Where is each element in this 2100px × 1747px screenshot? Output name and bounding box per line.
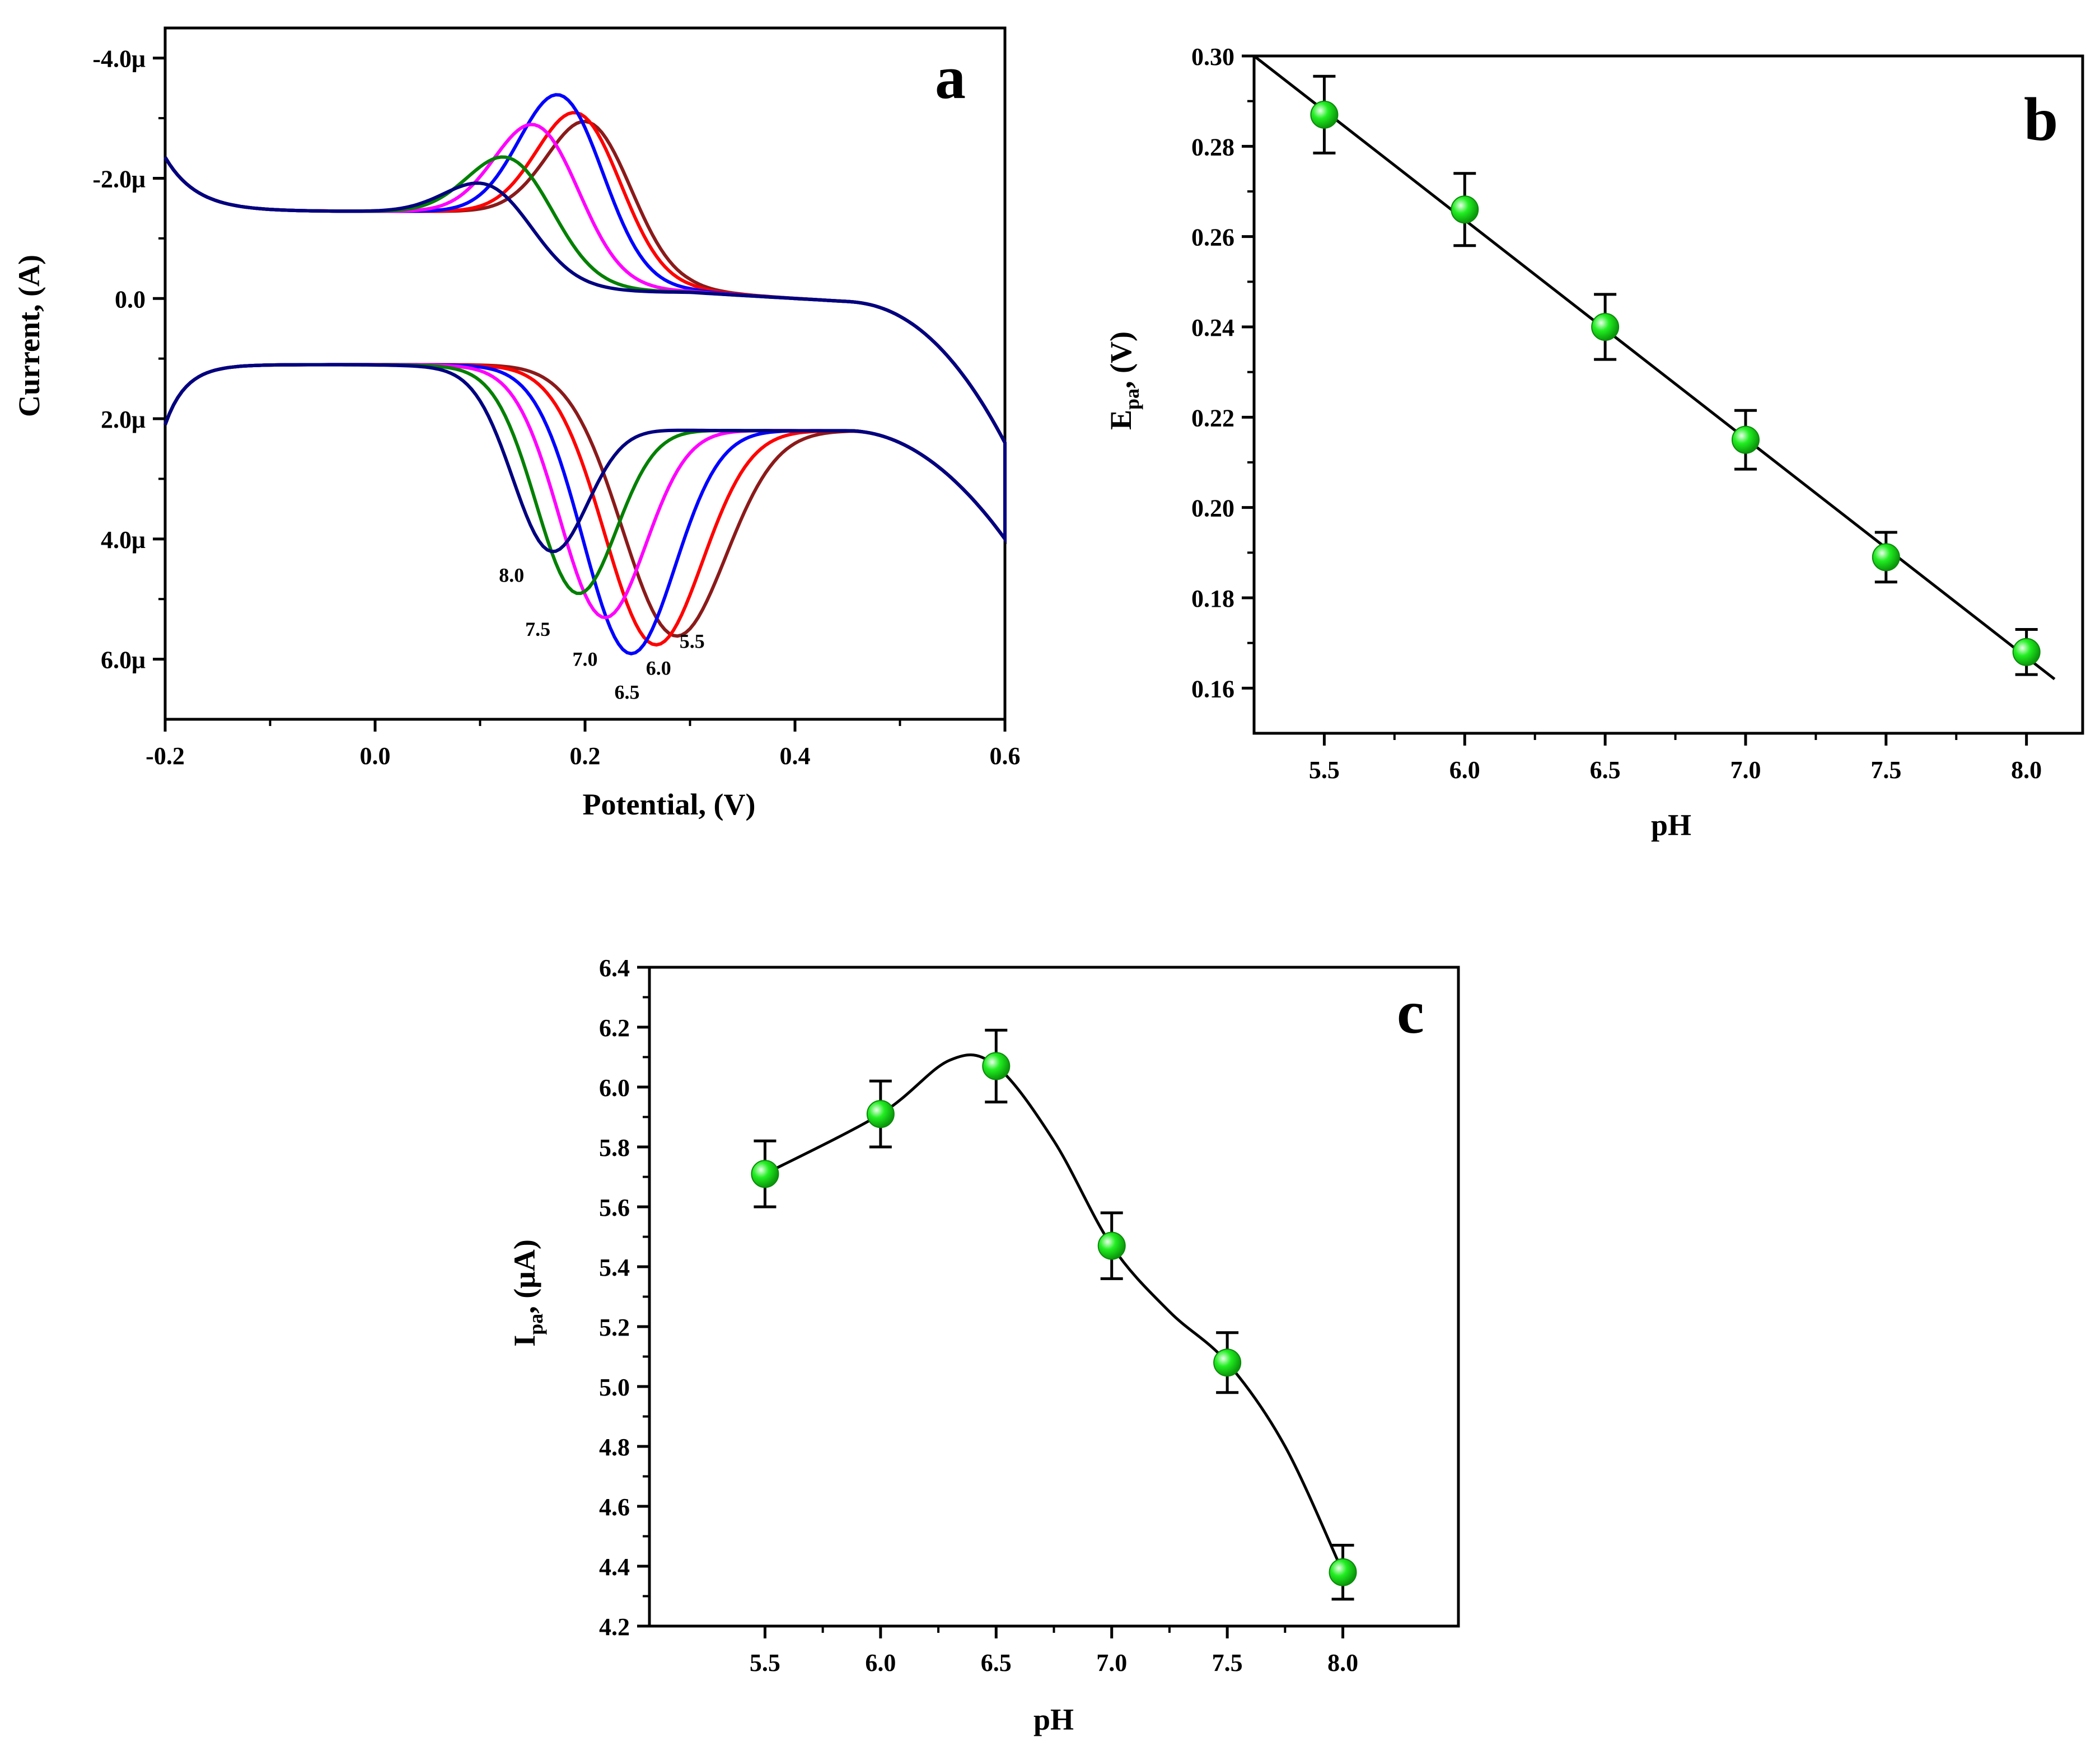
cv-peak-label: 6.0 (646, 657, 671, 680)
panel-c-xlabel: pH (1033, 1703, 1074, 1736)
panel-label-a: a (935, 43, 966, 111)
panel-b-ylabel-sub: pa (1121, 388, 1143, 410)
cv-curve-ph-7.5 (163, 155, 1007, 596)
y-tick-label: 0.24 (1191, 314, 1234, 341)
x-tick-label: 7.5 (1870, 756, 1901, 784)
x-tick-label: 7.0 (1730, 756, 1761, 784)
cv-peak-label: 7.0 (573, 648, 598, 671)
y-tick-label: 6.4 (599, 954, 630, 982)
data-point (1591, 313, 1620, 341)
panel-c-ylabel-sub: pa (525, 1314, 547, 1335)
y-tick-label: 0.28 (1191, 133, 1234, 161)
panel-b-epa-vs-ph: b pH Epa, (V) 5.5 6.0 6.5 7.0 7.5 8.0 0.16 0.18… (1104, 43, 2084, 842)
x-tick-label: -0.2 (146, 742, 185, 770)
y-tick-label: 4.0μ (101, 526, 146, 554)
plot-frame (1252, 54, 2084, 735)
data-point (866, 1100, 895, 1128)
linear-fit-line (1253, 55, 2056, 681)
data-point (1213, 1348, 1242, 1377)
data-point (1329, 1558, 1357, 1586)
x-tick-label: 8.0 (1327, 1649, 1358, 1676)
y-tick-label: 0.26 (1191, 224, 1234, 251)
y-tick-label: -4.0μ (92, 45, 146, 73)
data-point (982, 1052, 1011, 1080)
panel-b-ylabel: Epa, (V) (1104, 331, 1143, 430)
panel-c-ipa-vs-ph: c pH Ipa, (μA) 5.5 6.0 6.5 7.0 7.5 8.0 4.2 4.4 4… (508, 954, 1460, 1736)
x-tick-label: 6.5 (1590, 756, 1621, 784)
x-tick-label: 7.5 (1212, 1649, 1243, 1676)
panel-a-ylabel: Current, (A) (12, 255, 46, 417)
x-tick-label: 0.0 (360, 742, 391, 770)
data-point (1097, 1231, 1126, 1260)
y-tick-label: 6.0μ (101, 647, 146, 674)
cv-peak-label: 5.5 (680, 630, 705, 652)
x-tick-label: 8.0 (2011, 756, 2042, 784)
y-tick-label: 4.8 (599, 1434, 630, 1461)
panel-label-c: c (1397, 978, 1424, 1046)
y-tick-label: 6.0 (599, 1074, 630, 1102)
y-tick-label: 4.6 (599, 1493, 630, 1521)
panel-c-ylabel: Ipa, (μA) (508, 1239, 547, 1347)
panel-label-b: b (2024, 85, 2058, 153)
panel-c-ylabel-tail: , (μA) (508, 1239, 541, 1314)
x-tick-label: 6.0 (865, 1649, 896, 1676)
y-tick-label: 0.0 (115, 285, 146, 313)
panel-b-xlabel: pH (1651, 808, 1691, 842)
y-tick-label: 0.20 (1191, 495, 1234, 522)
x-tick-label: 5.5 (1309, 756, 1340, 784)
y-tick-label: 0.16 (1191, 675, 1234, 702)
data-point (2012, 638, 2041, 666)
y-tick-label: 4.2 (599, 1613, 630, 1641)
cv-curve-ph-5.5 (163, 119, 1007, 638)
y-tick-label: 5.0 (599, 1374, 630, 1401)
x-tick-label: 7.0 (1096, 1649, 1127, 1676)
y-tick-label: 4.4 (599, 1553, 630, 1581)
cv-curve-ph-8.0 (163, 156, 1007, 554)
cv-peak-label: 8.0 (499, 564, 524, 586)
x-tick-label: 0.2 (570, 742, 601, 770)
y-tick-label: 6.2 (599, 1014, 630, 1042)
panel-b-ylabel-main: E (1104, 410, 1138, 430)
x-tick-label: 5.5 (750, 1649, 780, 1676)
y-tick-label: 0.30 (1191, 43, 1234, 71)
cv-curve-ph-6.0 (163, 111, 1007, 647)
data-point (1451, 195, 1479, 224)
y-tick-label: 2.0μ (101, 406, 146, 433)
panel-c-ylabel-main: I (508, 1335, 541, 1347)
data-point (1872, 543, 1900, 572)
data-point (1731, 425, 1760, 454)
y-tick-label: 5.4 (599, 1254, 630, 1281)
data-point (1310, 100, 1339, 129)
plot-frame (648, 966, 1460, 1628)
panel-b-ylabel-tail: , (V) (1104, 331, 1138, 388)
y-tick-label: -2.0μ (92, 165, 146, 193)
x-tick-label: 6.5 (981, 1649, 1012, 1676)
y-tick-label: 5.8 (599, 1134, 630, 1161)
data-point (751, 1160, 779, 1188)
y-tick-label: 5.2 (599, 1314, 630, 1341)
x-tick-label: 0.6 (990, 742, 1021, 770)
smooth-fit-curve (764, 1053, 1344, 1573)
x-tick-label: 0.4 (780, 742, 811, 770)
cv-peak-label: 6.5 (615, 681, 640, 704)
panel-a-voltammogram: a Potential, (V) Current, (A) -0.2 0.0 0.2… (12, 26, 1021, 821)
panel-a-xlabel: Potential, (V) (583, 788, 756, 821)
y-tick-label: 0.18 (1191, 585, 1234, 612)
cv-curve-ph-6.5 (163, 93, 1007, 655)
y-tick-label: 5.6 (599, 1194, 630, 1221)
x-tick-label: 6.0 (1449, 756, 1480, 784)
cv-peak-label: 7.5 (525, 618, 550, 640)
y-tick-label: 0.22 (1191, 404, 1234, 432)
